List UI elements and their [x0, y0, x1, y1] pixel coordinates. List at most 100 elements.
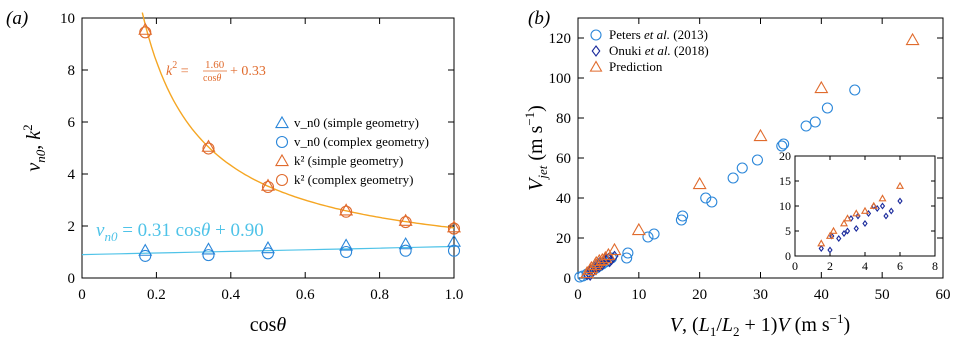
legend-a-marker-3 — [275, 173, 289, 187]
panel-b-xlabel: V, (L1/L2 + 1)V (m s−1) — [670, 311, 850, 339]
panel-b-point-series-2 — [592, 253, 607, 267]
inset-y-tick-label: 15 — [779, 174, 791, 188]
inset-point-series-1 — [879, 202, 886, 210]
inset-x-tick-label: 6 — [897, 259, 903, 273]
panel-a-point-series-0 — [398, 237, 413, 250]
x-tick-label: 0.2 — [147, 287, 166, 303]
panel-b-point-series-0 — [706, 196, 718, 208]
legend-a-label-1: v_n0 (complex geometry) — [294, 134, 429, 149]
panel-b-point-series-0 — [776, 140, 788, 152]
panel-a-point-series-0 — [261, 240, 275, 254]
vn0-fit-annotation: vn0 = 0.31 cosθ + 0.90 — [96, 220, 264, 244]
panel-a-point-series-3 — [139, 26, 152, 39]
panel-a-point-series-0 — [201, 242, 216, 255]
panel-b-point-series-2 — [598, 250, 613, 264]
y-tick-label: 0 — [68, 271, 76, 287]
inset-y-tick-label: 5 — [785, 224, 791, 238]
panel-b-point-series-2 — [753, 128, 768, 142]
inset-y-tick-label: 20 — [779, 149, 791, 163]
panel-a-point-series-3 — [202, 142, 215, 155]
panel-a-point-series-3 — [399, 216, 412, 229]
panel-b-point-series-2 — [905, 32, 920, 46]
x-tick-label: 50 — [875, 287, 890, 303]
inset-x-tick-label: 8 — [932, 259, 938, 273]
panel-b-point-series-0 — [648, 228, 660, 240]
x-tick-label: 30 — [753, 287, 768, 303]
legend-a-label-3: k² (complex geometry) — [294, 172, 413, 187]
legend-b-label-1: Onuki et al. (2018) — [609, 43, 709, 58]
panel-b-point-series-0 — [727, 172, 739, 184]
panel-a-point-series-1 — [340, 245, 353, 259]
panel-a-point-series-2 — [261, 178, 275, 191]
inset-point-series-2 — [817, 239, 826, 247]
panel-b-point-series-0 — [821, 102, 833, 114]
k2-fit-const: + 0.33 — [230, 64, 266, 79]
panel-a-label: (a) — [6, 8, 28, 29]
inset-x-tick-label: 0 — [792, 259, 798, 273]
inset-point-series-1 — [827, 246, 833, 254]
legend-b-label-0: Peters et al. (2013) — [609, 27, 708, 42]
panel-b-point-series-0 — [622, 247, 634, 259]
inset-point-series-1 — [841, 229, 847, 238]
panel-a-point-series-2 — [339, 203, 354, 216]
panel-b-point-series-0 — [849, 84, 861, 96]
panel-a-point-series-0 — [447, 234, 461, 247]
y-tick-label: 8 — [68, 63, 76, 79]
inset-point-series-1 — [862, 219, 868, 228]
inset-chart: 0 2 4 6 8 0 5 10 15 20 — [779, 149, 938, 273]
panel-b-ylabel: Vjet (m s−1) — [522, 105, 550, 191]
y-tick-label: 120 — [549, 31, 572, 47]
x-tick-label: 0 — [78, 287, 86, 303]
y-tick-label: 80 — [556, 111, 571, 127]
y-tick-label: 100 — [549, 71, 572, 87]
legend-b-marker-1 — [591, 45, 601, 57]
panel-b-point-series-0 — [751, 154, 764, 166]
panel-a-point-series-1 — [399, 244, 412, 257]
inset-point-series-2 — [852, 209, 861, 217]
x-tick-label: 20 — [692, 287, 707, 303]
vn0-fit-line — [81, 245, 455, 256]
inset-point-series-2 — [869, 201, 878, 209]
panel-b-point-series-0 — [677, 210, 689, 222]
inset-point-series-1 — [818, 244, 824, 253]
inset-point-series-2 — [860, 206, 870, 214]
panel-b-point-series-2 — [814, 80, 829, 94]
y-tick-label: 20 — [556, 231, 571, 247]
y-tick-label: 0 — [564, 271, 572, 287]
panel-a-point-series-1 — [202, 249, 215, 262]
panel-a-point-series-3 — [447, 222, 461, 235]
panel-b-label: (b) — [528, 8, 550, 29]
inset-point-series-2 — [825, 231, 835, 239]
legend-a-label-2: k² (simple geometry) — [294, 153, 403, 168]
panel-a-point-series-1 — [447, 244, 461, 257]
panel-b-point-series-0 — [700, 192, 712, 204]
inset-x-tick-label: 4 — [862, 259, 868, 273]
inset-point-series-2 — [878, 194, 887, 202]
panel-a-frame — [81, 17, 455, 279]
panel-a-xlabel: cosθ — [250, 314, 287, 336]
panel-a-ylabel: vn0, k2 — [20, 124, 48, 171]
legend-a-label-0: v_n0 (simple geometry) — [294, 115, 419, 130]
panel-b-point-series-2 — [631, 222, 646, 236]
x-tick-label: 40 — [814, 287, 829, 303]
panel-b-point-series-0 — [621, 252, 633, 264]
legend-a-marker-1 — [275, 135, 289, 149]
inset-point-series-2 — [829, 226, 838, 234]
panel-a-point-series-0 — [339, 238, 354, 251]
y-tick-label: 6 — [68, 115, 76, 131]
y-tick-label: 40 — [556, 191, 571, 207]
inset-x-tick-label: 2 — [827, 259, 833, 273]
inset-point-series-1 — [844, 227, 851, 235]
panel-a-point-series-2 — [447, 220, 461, 233]
x-tick-label: 10 — [631, 287, 646, 303]
k2-fit-frac-den: cosθ — [203, 73, 221, 84]
inset-y-tick-label: 10 — [779, 199, 791, 213]
k2-fit-frac-num: 1.60 — [205, 59, 225, 71]
panel-b-point-series-2 — [692, 176, 707, 190]
y-tick-label: 4 — [68, 167, 76, 183]
panel-a: (a) 0 0.2 0.4 0.6 0.8 1.0 0 2 4 6 8 10 cosθ vn0, k2… — [6, 8, 463, 336]
panel-a-point-series-2 — [138, 22, 153, 35]
y-tick-label: 10 — [60, 11, 75, 27]
